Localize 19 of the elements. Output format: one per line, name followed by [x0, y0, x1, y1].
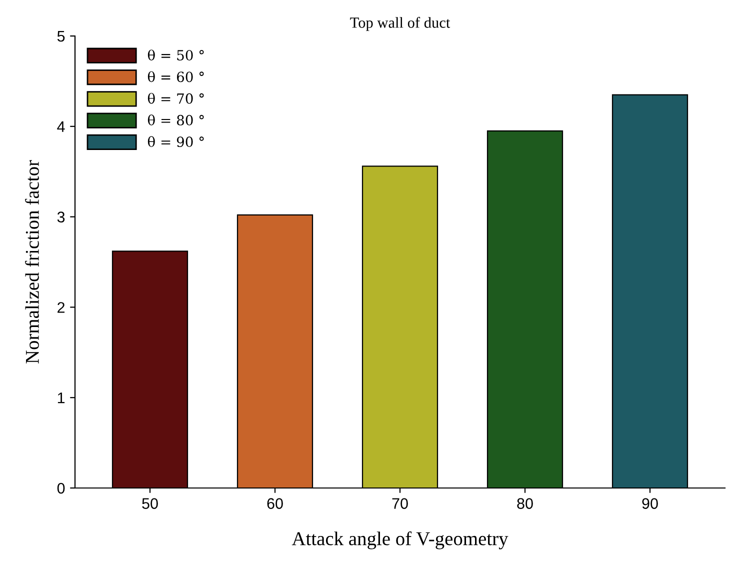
x-tick-label: 80	[517, 498, 533, 509]
legend-label: θ = 60 °	[148, 71, 204, 82]
legend-label: θ = 80 °	[148, 114, 204, 126]
y-tick-label: 1	[58, 392, 65, 404]
y-tick-label: 0	[57, 482, 65, 494]
y-tick-label: 2	[58, 302, 65, 313]
legend-label: θ = 50 °	[148, 50, 204, 61]
x-tick-label: 70	[392, 498, 408, 509]
legend-label: θ = 90 °	[148, 136, 204, 148]
y-tick-label: 4	[57, 121, 65, 132]
y-tick-label: 5	[57, 31, 65, 42]
legend-label: θ = 70 °	[148, 92, 204, 104]
x-axis-title: Attack angle of V-geometry	[292, 531, 508, 550]
y-axis-title: Normalized friction factor	[25, 160, 39, 364]
x-tick-label: 50	[142, 498, 158, 509]
y-tick-label: 3	[57, 212, 65, 222]
x-tick-label: 60	[267, 498, 283, 509]
chart-title: Top wall of duct	[350, 16, 450, 31]
x-tick-label: 90	[642, 498, 658, 509]
